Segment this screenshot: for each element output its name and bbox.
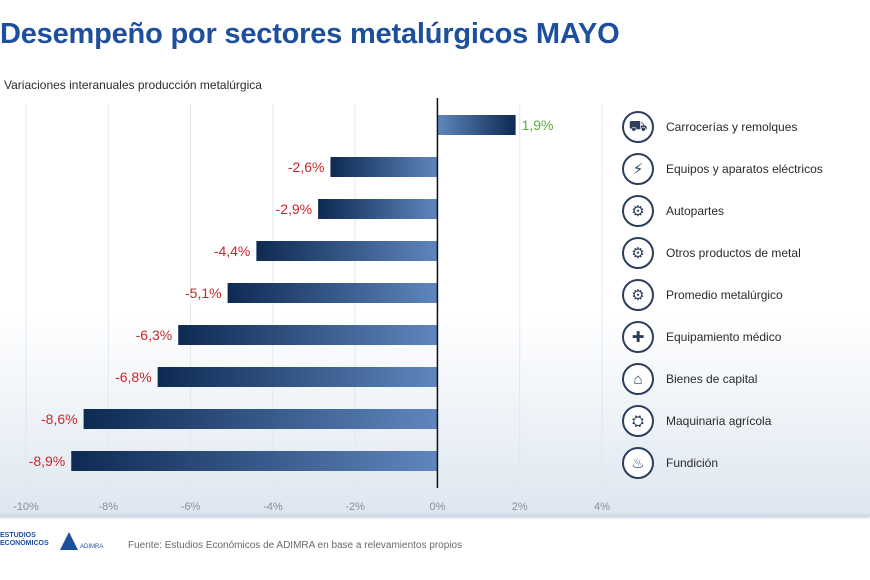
legend-item: ✚ Equipamiento médico — [622, 316, 870, 358]
capital-goods-icon: ⌂ — [622, 363, 654, 395]
legend-label: Bienes de capital — [666, 372, 758, 386]
bar — [318, 199, 438, 219]
legend-label: Equipamiento médico — [666, 330, 782, 344]
autoparts-icon: ⚙ — [622, 195, 654, 227]
data-label: -4,4% — [214, 243, 251, 259]
data-label: -6,8% — [115, 369, 152, 385]
data-label: -5,1% — [185, 285, 222, 301]
x-tick-label: -8% — [99, 501, 119, 513]
bar — [227, 283, 438, 303]
truck-icon: ⛟ — [622, 111, 654, 143]
page-title: Desempeño por sectores metalúrgicos MAYO — [0, 18, 620, 50]
legend-label: Carrocerías y remolques — [666, 120, 798, 134]
bar — [437, 115, 516, 135]
tractor-icon: ⛭ — [622, 405, 654, 437]
legend-label: Promedio metalúrgico — [666, 288, 783, 302]
x-tick-label: 4% — [594, 501, 610, 513]
legend-label: Fundición — [666, 456, 719, 470]
metal-products-icon: ⚙ — [622, 237, 654, 269]
legend-label: Otros productos de metal — [666, 246, 801, 260]
estudios-economicos-logo: ESTUDIOS ECONÓMICOS — [0, 532, 49, 547]
bars — [71, 115, 516, 471]
bar — [157, 367, 438, 387]
x-tick-label: -6% — [181, 501, 201, 513]
legend-label: Maquinaria agrícola — [666, 414, 772, 428]
source-note: Fuente: Estudios Económicos de ADIMRA en… — [128, 540, 463, 551]
metallurgy-average-icon: ⚙ — [622, 279, 654, 311]
x-axis-ticks: -10% -8% -6% -4% -2% 0% 2% 4% — [13, 501, 610, 513]
legend-label: Autopartes — [666, 204, 725, 218]
bar — [256, 241, 438, 261]
legend-item: ⌂ Bienes de capital — [622, 358, 870, 400]
legend-item: ⚙ Otros productos de metal — [622, 232, 870, 274]
data-label: -6,3% — [136, 327, 173, 343]
footer: ESTUDIOS ECONÓMICOS ADIMRA Fuente: Estud… — [0, 528, 870, 568]
data-label: -2,9% — [276, 201, 313, 217]
bar — [178, 325, 438, 345]
legend-item: ⛟ Carrocerías y remolques — [622, 106, 870, 148]
data-label: -8,9% — [29, 453, 66, 469]
adimra-logo: ADIMRA — [60, 532, 120, 554]
electric-equipment-icon: ⚡ — [622, 153, 654, 185]
data-label: -8,6% — [41, 411, 78, 427]
data-labels: 1,9% -2,6% -2,9% -4,4% -5,1% -6,3% -6,8% -8,6% -… — [29, 117, 554, 469]
legend-label: Equipos y aparatos eléctricos — [666, 162, 823, 176]
medical-equipment-icon: ✚ — [622, 321, 654, 353]
x-tick-label: -4% — [263, 501, 283, 513]
chart-subtitle: Variaciones interanuales producción meta… — [4, 78, 262, 92]
adimra-logo-mark — [60, 532, 78, 550]
legend-item: ⛭ Maquinaria agrícola — [622, 400, 870, 442]
legend-item: ⚡ Equipos y aparatos eléctricos — [622, 148, 870, 190]
data-label: 1,9% — [522, 117, 554, 133]
data-label: -2,6% — [288, 159, 325, 175]
x-tick-label: 0% — [429, 501, 445, 513]
x-tick-label: -2% — [345, 501, 365, 513]
legend: ⛟ Carrocerías y remolques ⚡ Equipos y apara… — [622, 106, 870, 484]
bar — [83, 409, 438, 429]
x-tick-label: 2% — [512, 501, 528, 513]
legend-item: ♨ Fundición — [622, 442, 870, 484]
foundry-icon: ♨ — [622, 447, 654, 479]
legend-item: ⚙ Autopartes — [622, 190, 870, 232]
bar — [330, 157, 438, 177]
bar — [71, 451, 438, 471]
legend-item: ⚙ Promedio metalúrgico — [622, 274, 870, 316]
x-tick-label: -10% — [13, 501, 39, 513]
adimra-logo-text: ADIMRA — [80, 544, 104, 550]
panel-shadow — [0, 514, 870, 520]
